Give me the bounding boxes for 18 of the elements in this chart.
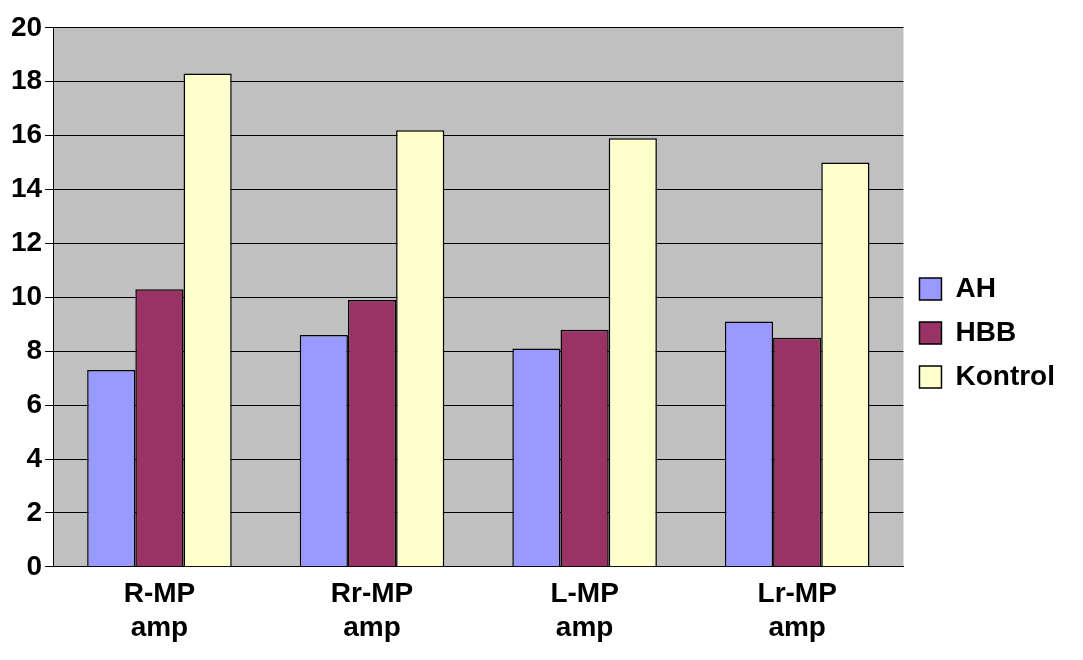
y-tick-label: 10 [10,280,43,312]
y-tick-label: 8 [26,333,43,365]
y-tick-label: 12 [10,226,43,258]
x-tick-label: L-MP amp [550,577,619,642]
y-tick-label: 16 [10,118,43,150]
y-tick-label: 6 [26,387,43,419]
x-tick-label: Lr-MP amp [757,577,837,642]
y-tick-label: 2 [26,495,43,527]
x-tick-label: Rr-MP amp [330,577,414,642]
x-tick-label: R-MP amp [123,577,196,642]
y-tick-label: 4 [26,441,43,473]
y-tick-label: 0 [26,549,43,581]
legend-label: AH [955,271,996,303]
y-tick-label: 14 [10,172,43,204]
y-tick-label: 18 [10,64,43,96]
legend-label: HBB [955,315,1017,347]
y-tick-label: 20 [10,10,43,42]
legend-label: Kontrol [955,359,1055,391]
